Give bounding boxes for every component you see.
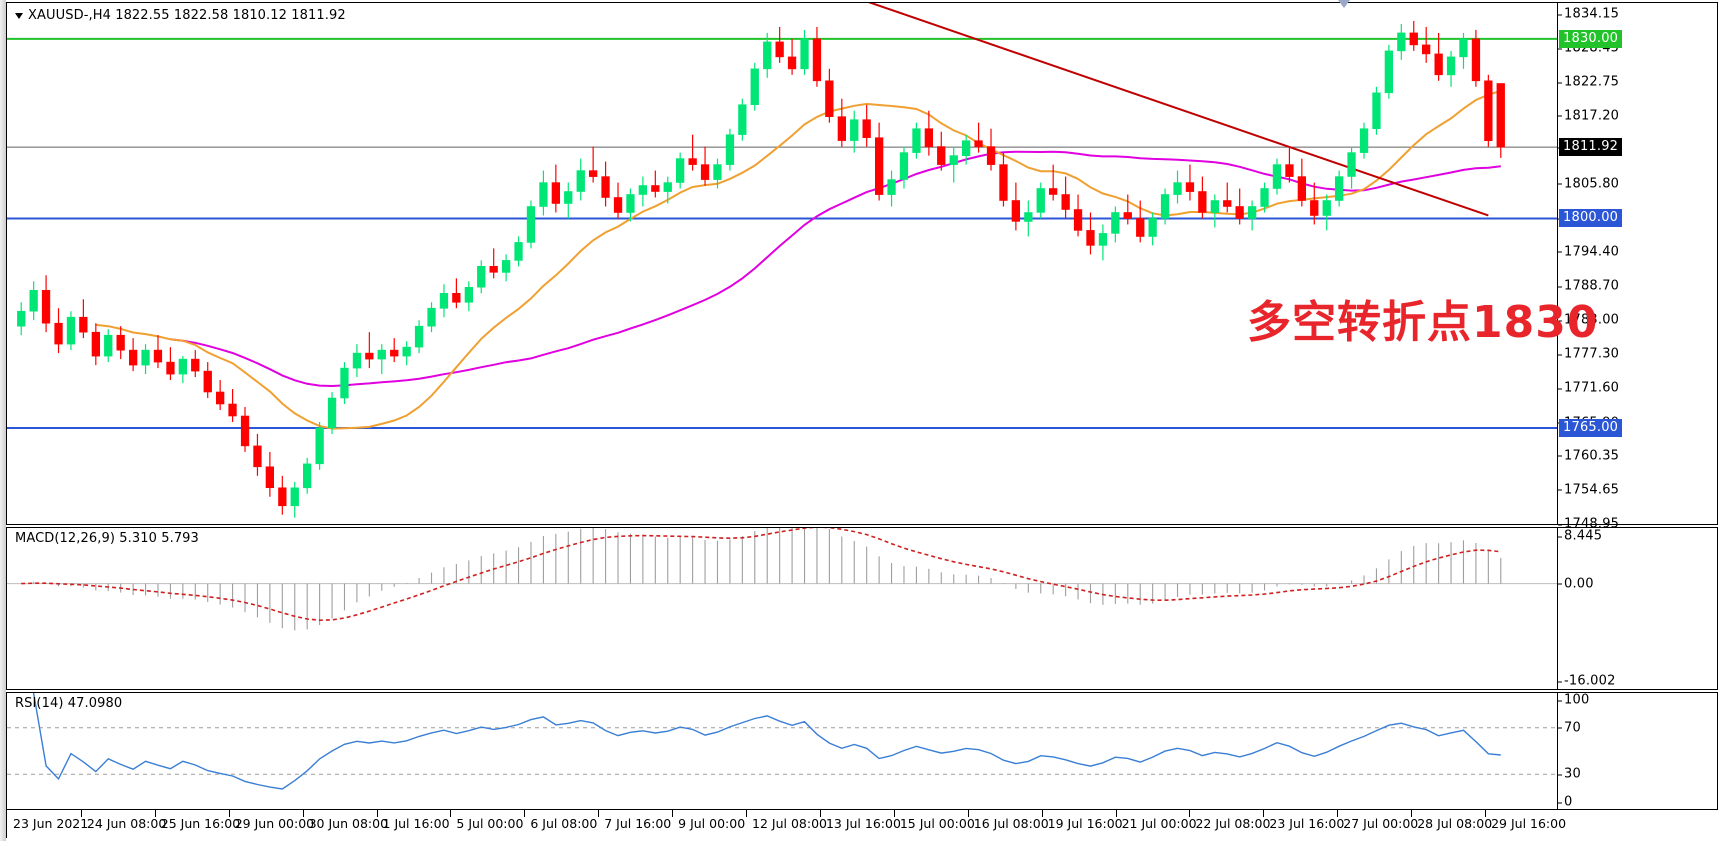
macd-series-svg	[7, 528, 1557, 631]
time-axis-label: 21 Jul 00:00	[1121, 816, 1197, 831]
rsi-series-svg	[7, 693, 1557, 790]
time-axis-label: 12 Jul 08:00	[752, 816, 828, 831]
chart-position-marker-icon	[1338, 0, 1350, 8]
time-axis-separator	[80, 810, 82, 817]
price-axis-tick: 1788.70	[1557, 278, 1620, 294]
time-axis-separator	[228, 810, 230, 817]
time-axis-label: 16 Jul 08:00	[973, 816, 1049, 831]
price-label-text: XAUUSD-,H4 1822.55 1822.58 1810.12 1811.…	[28, 8, 346, 23]
time-axis-separator	[524, 810, 526, 817]
price-axis-tick: 1760.35	[1557, 448, 1620, 464]
rsi-axis-tick: 30	[1558, 766, 1581, 782]
price-series-svg	[7, 3, 1557, 518]
price-axis-tick: 1805.80	[1557, 176, 1620, 192]
rsi-axis-tick: 100	[1557, 692, 1590, 708]
price-axis[interactable]: 1834.151828.451822.751817.201811.921805.…	[1557, 3, 1717, 532]
time-axis-separator	[1115, 810, 1117, 817]
time-axis-label: 9 Jul 00:00	[678, 816, 746, 831]
time-axis-separator	[450, 810, 452, 817]
price-panel-label: XAUUSD-,H4 1822.55 1822.58 1810.12 1811.…	[15, 8, 346, 23]
rsi-panel[interactable]: 100 70 30 0 RSI(14) 47.0980	[6, 692, 1718, 810]
price-level-badge[interactable]: 1811.92	[1559, 138, 1623, 157]
left-scroll-strip[interactable]	[0, 0, 6, 841]
macd-plot-area[interactable]	[7, 528, 1557, 689]
time-axis-label: 6 Jul 08:00	[530, 816, 598, 831]
time-axis-label: 22 Jul 08:00	[1195, 816, 1271, 831]
price-chart-panel[interactable]: 1834.151828.451822.751817.201811.921805.…	[6, 2, 1718, 532]
price-axis-tick: 1754.65	[1557, 482, 1620, 498]
time-axis-separator	[1485, 810, 1487, 817]
time-axis-label: 7 Jul 16:00	[604, 816, 672, 831]
time-axis-label: 15 Jul 00:00	[899, 816, 975, 831]
price-level-badge[interactable]: 1830.00	[1559, 29, 1623, 48]
macd-panel[interactable]: 8.445 0.00 -16.002 MACD(12,26,9) 5.310 5.7…	[6, 527, 1718, 690]
time-axis-separator	[746, 810, 748, 817]
time-axis-label: 13 Jul 16:00	[825, 816, 901, 831]
macd-panel-label: MACD(12,26,9) 5.310 5.793	[15, 531, 199, 546]
rsi-panel-label: RSI(14) 47.0980	[15, 696, 123, 711]
price-axis-tick: 1834.15	[1557, 6, 1620, 22]
time-axis-separator	[819, 810, 821, 817]
time-axis-label: 19 Jul 16:00	[1047, 816, 1123, 831]
time-axis-separator	[672, 810, 674, 817]
price-axis-tick: 1817.20	[1557, 108, 1620, 124]
price-axis-tick: 1771.60	[1557, 380, 1620, 396]
time-axis-label: 29 Jul 16:00	[1491, 816, 1567, 831]
time-axis-label: 23 Jul 16:00	[1269, 816, 1345, 831]
rsi-axis-tick: 0	[1557, 794, 1573, 810]
time-axis-separator	[154, 810, 156, 817]
time-axis-separator	[1263, 810, 1265, 817]
time-axis-separator	[1189, 810, 1191, 817]
time-axis-label: 23 Jun 2021	[13, 816, 89, 831]
price-axis-tick: 1777.30	[1557, 346, 1620, 362]
macd-axis: 8.445 0.00 -16.002	[1557, 528, 1717, 689]
time-axis-separator	[893, 810, 895, 817]
time-axis-label: 28 Jul 08:00	[1417, 816, 1493, 831]
price-level-badge[interactable]: 1765.00	[1559, 418, 1623, 437]
collapse-chevron-icon[interactable]	[15, 12, 23, 19]
time-axis-separator	[598, 810, 600, 817]
macd-axis-tick: -16.002	[1558, 673, 1616, 689]
time-axis-label: 5 Jul 00:00	[456, 816, 524, 831]
time-axis-separator	[1041, 810, 1043, 817]
time-axis-label: 30 Jun 08:00	[308, 816, 389, 831]
time-axis-separator	[1337, 810, 1339, 817]
time-axis-separator	[376, 810, 378, 817]
rsi-plot-area[interactable]	[7, 693, 1557, 809]
price-level-badge[interactable]: 1800.00	[1559, 209, 1623, 228]
time-axis-separator	[302, 810, 304, 817]
price-axis-tick: 1783.00	[1557, 312, 1620, 328]
chart-annotation-text: 多空转折点1830	[1247, 297, 1599, 348]
rsi-axis: 100 70 30 0	[1557, 692, 1717, 810]
time-axis-label: 24 Jun 08:00	[86, 816, 167, 831]
time-axis-separator	[967, 810, 969, 817]
macd-axis-tick: 8.445	[1557, 528, 1603, 544]
price-axis-tick: 1794.40	[1557, 244, 1620, 260]
time-axis-label: 25 Jun 16:00	[160, 816, 241, 831]
rsi-axis-tick: 70	[1558, 720, 1581, 736]
time-axis-label: 27 Jul 00:00	[1343, 816, 1419, 831]
price-axis-tick: 1822.75	[1557, 74, 1620, 90]
macd-axis-tick: 0.00	[1558, 576, 1594, 592]
time-axis-label: 1 Jul 16:00	[382, 816, 450, 831]
price-plot-area[interactable]	[7, 3, 1557, 524]
time-axis-label: 29 Jun 00:00	[234, 816, 315, 831]
time-axis[interactable]: 23 Jun 2021 24 Jun 08:00 25 Jun 16:00 29 Ju…	[6, 810, 1718, 838]
time-axis-separator	[1411, 810, 1413, 817]
